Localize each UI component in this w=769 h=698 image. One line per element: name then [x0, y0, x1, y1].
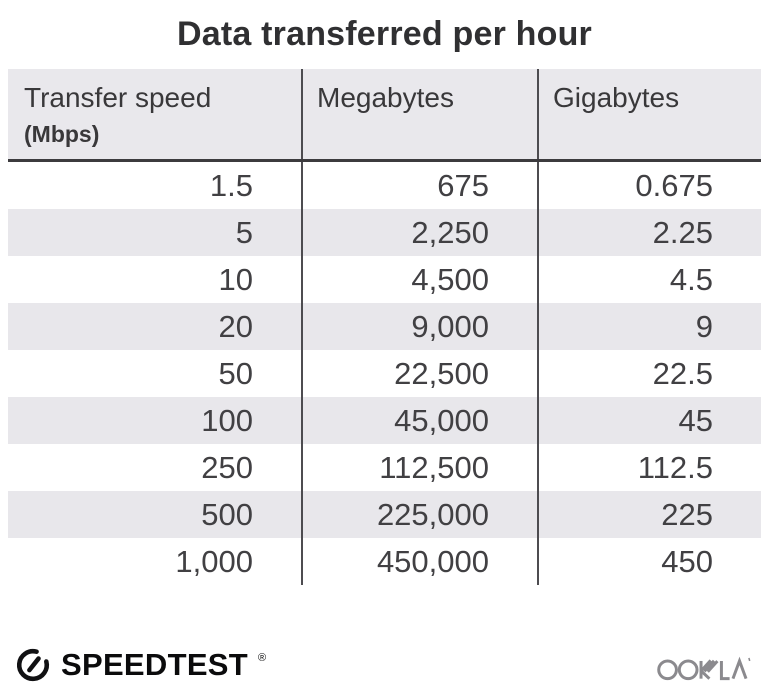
- cell-gigabytes: 2.25: [537, 208, 761, 256]
- header-transfer-speed-label: Transfer speed: [24, 82, 212, 113]
- cell-gigabytes: 22.5: [537, 349, 761, 397]
- cell-transfer-speed: 250: [201, 449, 253, 485]
- header-transfer-speed: Transfer speed (Mbps): [8, 69, 302, 162]
- cell-megabytes: 2,250: [301, 208, 538, 256]
- cell-megabytes: 450,000: [301, 537, 538, 585]
- table-row: 1,000 450,000 450: [8, 537, 761, 585]
- header-speed-unit-label: (Mbps): [24, 121, 100, 148]
- cell-gigabytes: 9: [537, 302, 761, 350]
- cell-megabytes: 225,000: [301, 490, 538, 538]
- speedtest-logo: SPEEDTEST ®: [14, 646, 266, 684]
- table-row: 100 45,000 45: [8, 396, 761, 444]
- header-megabytes: Megabytes: [301, 69, 538, 162]
- cell-gigabytes: 0.675: [537, 160, 761, 209]
- cell-gigabytes: 112.5: [537, 443, 761, 491]
- table-row: 250 112,500 112.5: [8, 443, 761, 491]
- table-row: 5 2,250 2.25: [8, 208, 761, 256]
- ookla-logo: OOKLA: [657, 645, 757, 685]
- speedtest-wordmark: SPEEDTEST: [61, 647, 249, 682]
- data-table: Transfer speed (Mbps) Megabytes Gigabyte…: [8, 69, 761, 585]
- cell-megabytes: 45,000: [301, 396, 538, 444]
- cell-megabytes: 9,000: [301, 302, 538, 350]
- cell-transfer-speed: 1.5: [209, 167, 253, 203]
- table-row: 50 22,500 22.5: [8, 349, 761, 397]
- table-row: 500 225,000 225: [8, 490, 761, 538]
- cell-gigabytes: 450: [537, 537, 761, 585]
- cell-megabytes: 22,500: [301, 349, 538, 397]
- cell-megabytes: 112,500: [301, 443, 538, 491]
- speedtest-gauge-icon: [16, 648, 50, 682]
- header-gigabytes: Gigabytes: [537, 69, 761, 162]
- ookla-wordmark-icon: [657, 656, 751, 681]
- cell-transfer-speed: 100: [201, 402, 253, 438]
- cell-transfer-speed: 500: [201, 496, 253, 532]
- page-title: Data transferred per hour: [177, 15, 592, 53]
- cell-transfer-speed: 20: [218, 308, 253, 344]
- cell-gigabytes: 45: [537, 396, 761, 444]
- cell-transfer-speed: 50: [218, 355, 253, 391]
- footer: SPEEDTEST ® OOKLA: [0, 638, 769, 692]
- table-header: Transfer speed (Mbps) Megabytes Gigabyte…: [8, 69, 761, 162]
- registered-trademark-icon: ®: [258, 652, 267, 664]
- table-body: 1.5 675 0.675 5 2,250 2.25 10 4,500 4.5 …: [8, 160, 761, 585]
- header-row: Transfer speed (Mbps) Megabytes Gigabyte…: [8, 69, 761, 162]
- table-row: 20 9,000 9: [8, 302, 761, 350]
- cell-megabytes: 675: [301, 160, 538, 209]
- cell-transfer-speed: 5: [235, 214, 253, 250]
- cell-transfer-speed: 10: [218, 261, 253, 297]
- cell-transfer-speed: 1,000: [175, 543, 253, 579]
- cell-megabytes: 4,500: [301, 255, 538, 303]
- cell-gigabytes: 225: [537, 490, 761, 538]
- table-row: 10 4,500 4.5: [8, 255, 761, 303]
- table-row: 1.5 675 0.675: [8, 160, 761, 209]
- cell-gigabytes: 4.5: [537, 255, 761, 303]
